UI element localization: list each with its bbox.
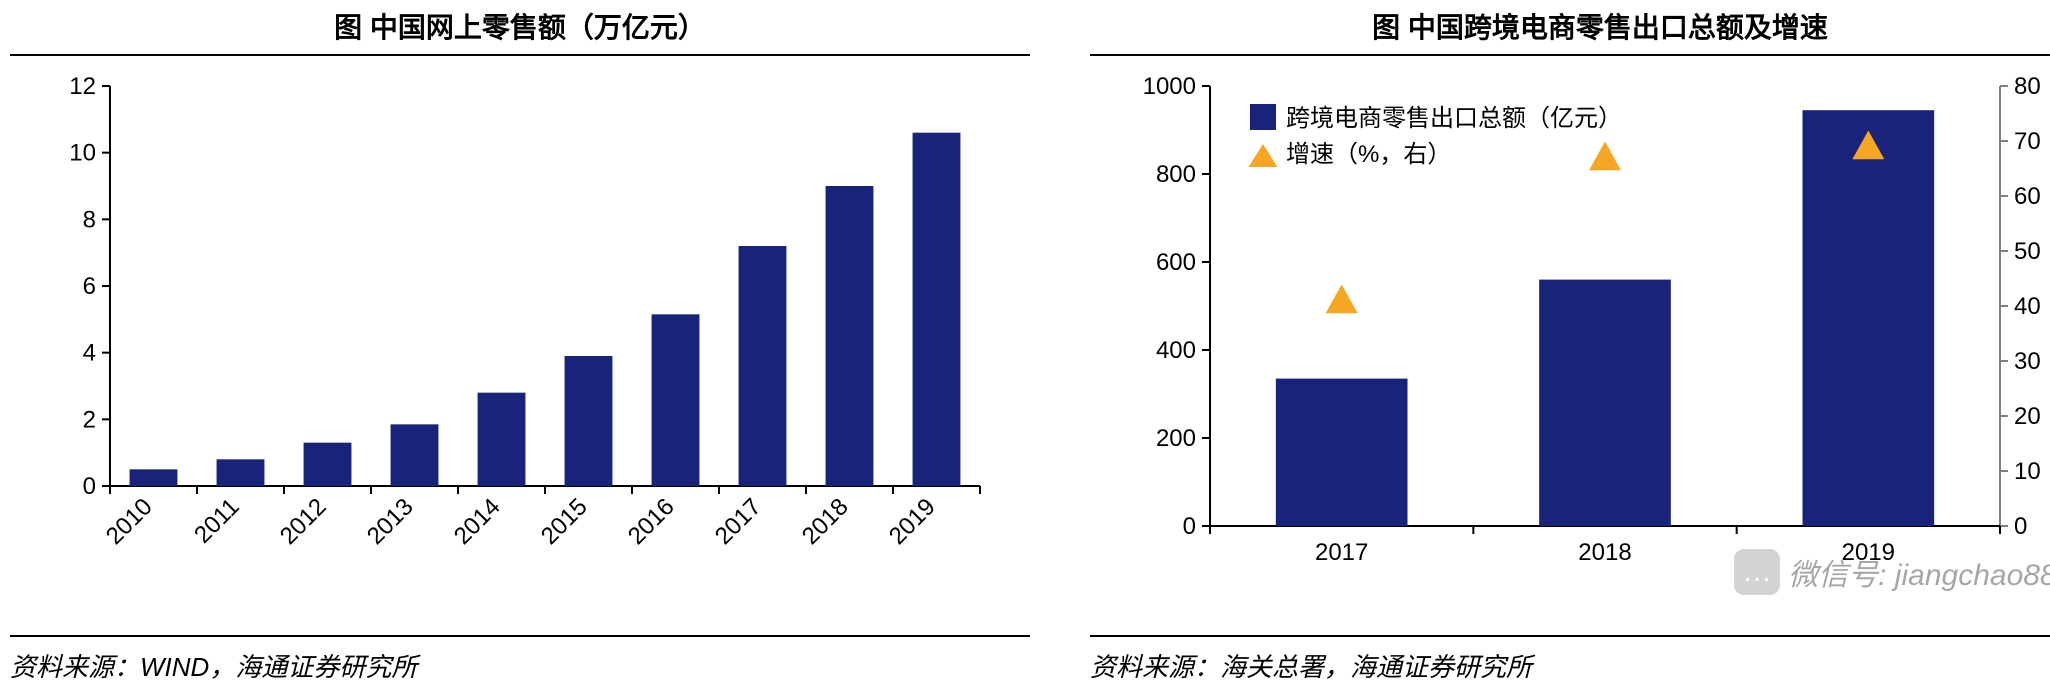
svg-text:2017: 2017 <box>1315 539 1368 566</box>
left-chart-svg: 0 2 4 6 8 10 12 2010 2011 2012 2013 2014 2015 2016 201… <box>40 76 1000 596</box>
right-chart-area: 0 200 400 600 800 1000 0 10 20 30 40 50 60 70 80 2017 20… <box>1090 56 2050 635</box>
left-chart-panel: 图 中国网上零售额（万亿元） 0 2 4 6 8 10 12 2010 2011 2012 2013… <box>0 0 1040 690</box>
svg-text:10: 10 <box>69 140 96 167</box>
svg-text:2: 2 <box>83 406 96 433</box>
svg-text:600: 600 <box>1156 249 1196 276</box>
svg-text:2010: 2010 <box>101 493 158 550</box>
svg-text:2017: 2017 <box>710 493 767 550</box>
svg-text:80: 80 <box>2014 76 2041 100</box>
svg-text:2013: 2013 <box>362 493 419 550</box>
svg-text:50: 50 <box>2014 238 2041 265</box>
svg-text:20: 20 <box>2014 403 2041 430</box>
svg-text:2014: 2014 <box>449 493 506 550</box>
svg-text:2016: 2016 <box>623 493 680 550</box>
svg-text:2015: 2015 <box>536 493 593 550</box>
svg-text:400: 400 <box>1156 337 1196 364</box>
svg-text:70: 70 <box>2014 128 2041 155</box>
svg-text:2019: 2019 <box>884 493 941 550</box>
left-chart-source: 资料来源：WIND，海通证券研究所 <box>10 635 1030 690</box>
svg-text:跨境电商零售出口总额（亿元）: 跨境电商零售出口总额（亿元） <box>1286 105 1622 132</box>
svg-text:4: 4 <box>83 340 96 367</box>
svg-text:2012: 2012 <box>275 493 332 550</box>
svg-text:30: 30 <box>2014 348 2041 375</box>
svg-text:6: 6 <box>83 273 96 300</box>
svg-text:800: 800 <box>1156 161 1196 188</box>
left-chart-title: 图 中国网上零售额（万亿元） <box>10 0 1030 56</box>
right-chart-svg: 0 200 400 600 800 1000 0 10 20 30 40 50 60 70 80 2017 20… <box>1120 76 2050 596</box>
svg-text:1000: 1000 <box>1143 76 1196 100</box>
svg-text:0: 0 <box>2014 513 2027 540</box>
left-chart-area: 0 2 4 6 8 10 12 2010 2011 2012 2013 2014 2015 2016 201… <box>10 56 1030 635</box>
svg-text:2018: 2018 <box>797 493 854 550</box>
svg-text:200: 200 <box>1156 425 1196 452</box>
svg-text:10: 10 <box>2014 458 2041 485</box>
right-chart-panel: 图 中国跨境电商零售出口总额及增速 0 200 400 600 800 1000 0 10 20… <box>1080 0 2050 690</box>
svg-text:8: 8 <box>83 206 96 233</box>
svg-text:60: 60 <box>2014 183 2041 210</box>
svg-text:增速（%，右）: 增速（%，右） <box>1286 141 1451 168</box>
svg-text:0: 0 <box>83 473 96 500</box>
right-chart-title: 图 中国跨境电商零售出口总额及增速 <box>1090 0 2050 56</box>
right-chart-source: 资料来源：海关总署，海通证券研究所 <box>1090 635 2050 690</box>
svg-text:2018: 2018 <box>1578 539 1631 566</box>
svg-text:40: 40 <box>2014 293 2041 320</box>
svg-text:12: 12 <box>69 76 96 100</box>
svg-text:2011: 2011 <box>189 493 245 549</box>
svg-text:0: 0 <box>1183 513 1196 540</box>
svg-text:2019: 2019 <box>1842 539 1895 566</box>
